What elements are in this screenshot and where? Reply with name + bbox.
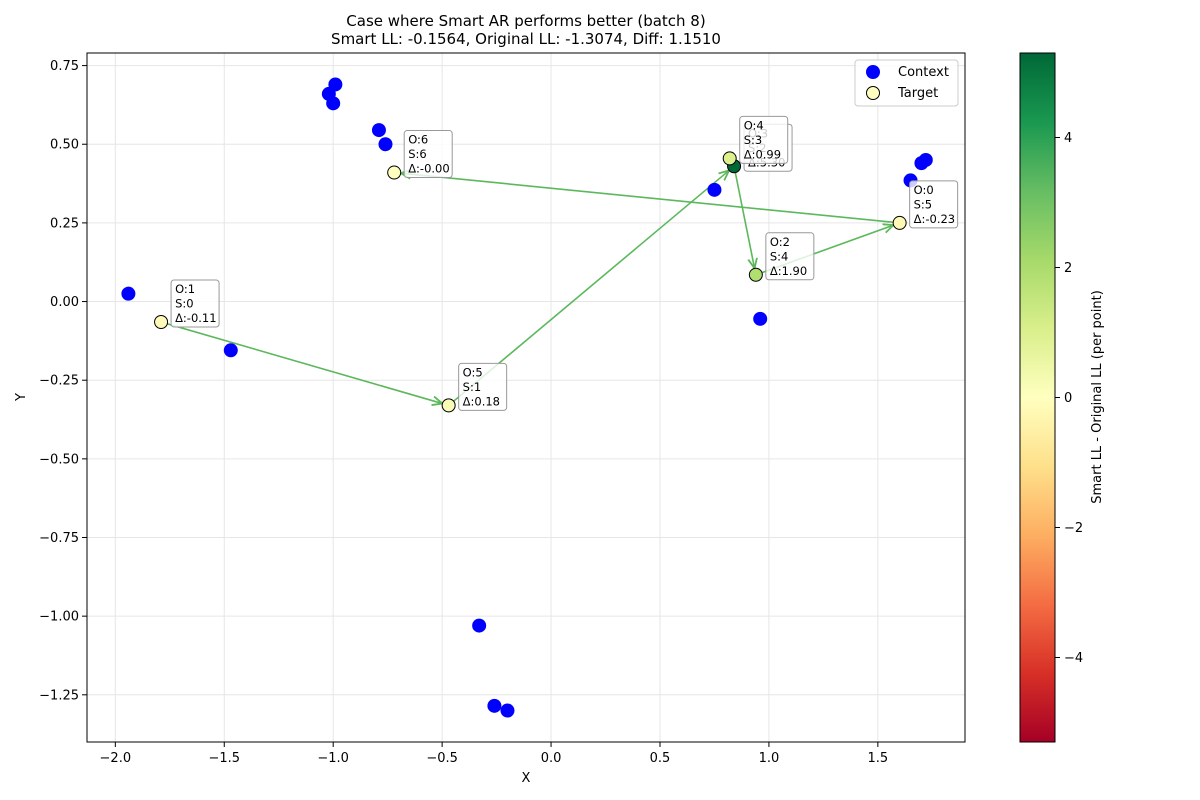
y-axis-ticks: 0.75 0.50 0.25 0.00 −0.25 −0.50 −0.75 −1.00 −1.2… (39, 59, 87, 703)
y-axis-label: Y (14, 393, 29, 402)
path-arrow (734, 172, 754, 269)
annotation-smart-index: S:1 (463, 380, 482, 394)
legend-context-label: Context (898, 65, 949, 80)
y-tick-label: 0.00 (50, 295, 79, 310)
colorbar-gradient (1019, 52, 1056, 743)
annotation-smart-index: S:0 (175, 296, 194, 310)
x-tick-label: 0.5 (650, 751, 671, 766)
annotation-smart-index: S:3 (744, 133, 763, 147)
legend: Context Target (854, 59, 959, 107)
y-tick-label: −0.25 (39, 374, 79, 389)
colorbar-label: Smart LL - Original LL (per point) (1090, 290, 1105, 504)
y-tick-label: −0.50 (39, 452, 79, 467)
target-annotation: O:6S:6Δ:-0.00 (403, 130, 453, 179)
context-points (121, 77, 933, 718)
context-point (472, 618, 487, 633)
annotation-original-index: O:0 (914, 183, 934, 197)
annotation-smart-index: S:6 (408, 147, 427, 161)
x-tick-label: −2.0 (100, 751, 132, 766)
context-point (487, 698, 502, 713)
colorbar-tick-label: 0 (1064, 391, 1072, 406)
plot-frame (86, 52, 966, 743)
annotation-smart-index: S:4 (770, 249, 789, 263)
colorbar-ticks: −4 −2 0 2 4 (1055, 131, 1083, 666)
annotation-original-index: O:6 (408, 133, 428, 147)
annotation-delta: Δ:0.18 (463, 394, 500, 408)
y-tick-label: −1.00 (39, 610, 79, 625)
annotation-box (739, 115, 789, 164)
context-point (371, 123, 386, 138)
target-points (154, 151, 907, 413)
legend-target-marker (866, 86, 880, 100)
annotation-box (765, 232, 815, 281)
annotation-box (458, 362, 508, 411)
y-tick-label: −1.25 (39, 688, 79, 703)
chart-title: Case where Smart AR performs better (bat… (346, 12, 705, 30)
annotation-smart-index: S:5 (914, 197, 933, 211)
context-point (707, 182, 722, 197)
annotation-original-index: O:1 (175, 282, 195, 296)
path-arrow (401, 173, 894, 224)
annotation-box (403, 130, 453, 179)
legend-frame (854, 59, 959, 107)
colorbar: −4 −2 0 2 4 Smart LL - Original LL (per poin… (1019, 52, 1105, 743)
target-path (167, 170, 893, 403)
context-point (918, 152, 933, 167)
target-point (722, 151, 737, 166)
y-tick-label: 0.75 (50, 59, 79, 74)
target-annotations: O:0S:5Δ:-0.23O:1S:0Δ:-0.11O:2S:4Δ:1.90O:… (170, 115, 959, 411)
grid (87, 53, 965, 742)
target-point (441, 398, 456, 413)
target-annotation: O:1S:0Δ:-0.11 (170, 279, 220, 328)
colorbar-tick-label: 2 (1064, 261, 1072, 276)
context-point (500, 703, 515, 718)
path-arrow (453, 170, 729, 402)
annotation-delta: Δ:0.99 (744, 147, 781, 161)
x-tick-label: −1.5 (208, 751, 240, 766)
annotation-delta: Δ:-0.11 (175, 311, 217, 325)
x-tick-label: −0.5 (426, 751, 458, 766)
x-tick-label: −1.0 (317, 751, 349, 766)
target-point (387, 165, 402, 180)
colorbar-tick-label: 4 (1064, 131, 1072, 146)
colorbar-tick-label: −2 (1064, 521, 1083, 536)
target-annotation: O:4S:3Δ:0.99 (739, 115, 789, 164)
y-tick-label: 0.50 (50, 138, 79, 153)
context-point (328, 77, 343, 92)
legend-target-label: Target (897, 86, 938, 101)
context-point (121, 286, 136, 301)
context-point (753, 311, 768, 326)
target-annotation: O:0S:5Δ:-0.23 (909, 180, 959, 229)
context-point (223, 343, 238, 358)
target-annotation: O:5S:1Δ:0.18 (458, 362, 508, 411)
annotation-original-index: O:2 (770, 235, 790, 249)
x-axis-label: X (522, 771, 531, 786)
target-point (892, 215, 907, 230)
colorbar-tick-label: −4 (1064, 651, 1083, 666)
path-arrow (167, 323, 442, 404)
annotation-delta: Δ:-0.23 (914, 212, 956, 226)
chart-subtitle: Smart LL: -0.1564, Original LL: -1.3074,… (331, 30, 721, 48)
x-tick-label: 0.0 (541, 751, 562, 766)
y-tick-label: 0.25 (50, 216, 79, 231)
annotation-original-index: O:5 (463, 365, 483, 379)
x-tick-label: 1.0 (759, 751, 780, 766)
x-tick-label: 1.5 (868, 751, 889, 766)
context-point (326, 96, 341, 111)
y-tick-label: −0.75 (39, 531, 79, 546)
annotation-delta: Δ:1.90 (770, 264, 807, 278)
annotation-original-index: O:4 (744, 118, 764, 132)
x-axis-ticks: −2.0 −1.5 −1.0 −0.5 0.0 0.5 1.0 1.5 (100, 742, 889, 766)
context-point (378, 137, 393, 152)
annotation-box (170, 279, 220, 328)
target-point (154, 314, 169, 329)
legend-context-marker (866, 65, 880, 79)
annotation-box (909, 180, 959, 229)
target-annotation: O:2S:4Δ:1.90 (765, 232, 815, 281)
target-point (748, 267, 763, 282)
annotation-delta: Δ:-0.00 (408, 162, 450, 176)
